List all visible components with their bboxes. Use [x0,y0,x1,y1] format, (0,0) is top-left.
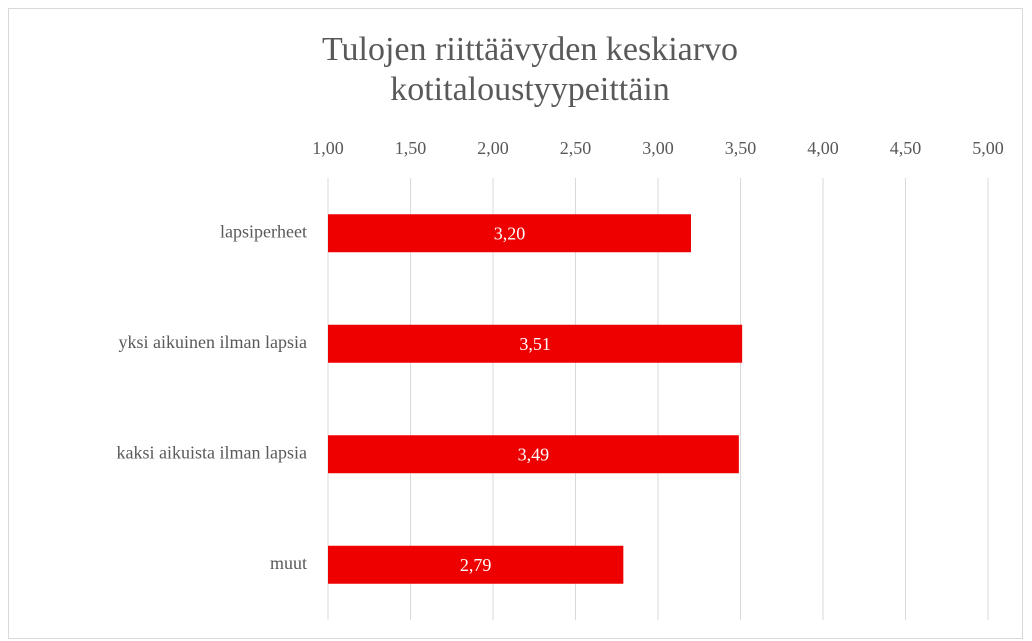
x-tick-label: 4,50 [890,138,922,158]
x-tick-label: 4,00 [807,138,839,158]
x-tick-label: 5,00 [972,138,1004,158]
chart-frame [8,8,1023,639]
x-tick-label: 2,00 [477,138,509,158]
value-label: 2,79 [460,555,492,575]
y-tick-label: muut [270,553,307,573]
bar [328,545,624,584]
value-label: 3,49 [518,444,550,464]
bar [328,214,691,253]
bar [328,324,743,363]
value-label: 3,51 [519,334,551,354]
y-tick-label: lapsiperheet [220,221,307,241]
y-tick-label: yksi aikuinen ilman lapsia [119,332,307,352]
x-tick-label: 3,00 [642,138,674,158]
x-tick-label: 1,00 [312,138,344,158]
x-tick-label: 1,50 [395,138,427,158]
y-tick-label: kaksi aikuista ilman lapsia [117,442,307,462]
bar [328,435,739,474]
x-tick-label: 2,50 [560,138,592,158]
x-tick-label: 3,50 [725,138,757,158]
value-label: 3,20 [494,223,526,243]
chart-title: Tulojen riittäävyden keskiarvo kotitalou… [321,31,739,108]
